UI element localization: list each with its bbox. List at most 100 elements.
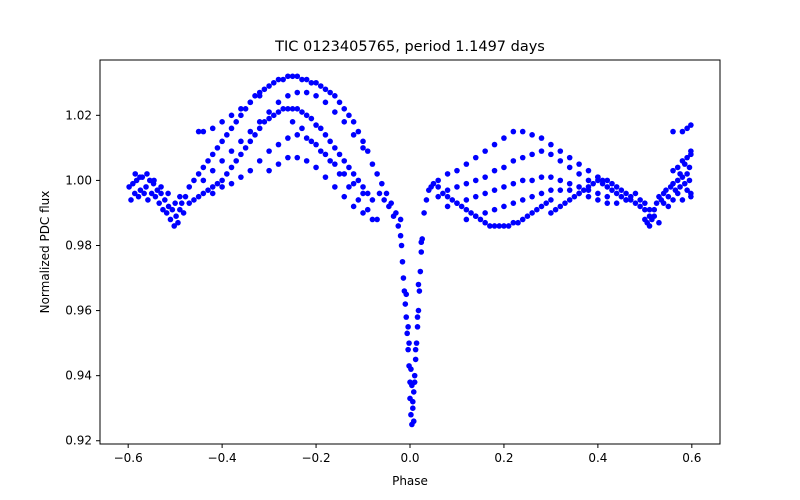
data-point: [585, 167, 592, 174]
data-point: [303, 76, 310, 83]
data-point: [158, 184, 164, 190]
data-point: [444, 203, 451, 210]
data-point: [576, 161, 582, 167]
data-point: [491, 206, 498, 213]
data-point: [501, 203, 507, 210]
data-point: [399, 258, 406, 265]
y-tick-label: 1.02: [65, 108, 92, 122]
data-point: [595, 197, 601, 203]
data-point: [132, 171, 139, 177]
data-point: [548, 187, 554, 193]
data-point: [403, 314, 410, 320]
data-point: [242, 106, 249, 112]
data-point: [256, 158, 263, 164]
data-point: [571, 193, 578, 200]
data-point: [364, 190, 371, 197]
data-point: [404, 330, 410, 337]
data-point: [435, 177, 441, 184]
data-point: [482, 210, 488, 216]
data-point: [355, 197, 362, 203]
data-point: [350, 132, 357, 138]
data-point: [414, 314, 421, 320]
data-point: [524, 213, 531, 220]
data-point: [491, 187, 498, 193]
data-point: [599, 180, 606, 187]
data-point: [289, 73, 296, 80]
data-point: [482, 219, 488, 226]
data-point: [477, 216, 484, 223]
data-point: [313, 164, 319, 171]
data-point: [209, 167, 216, 174]
data-point: [341, 119, 348, 125]
data-point: [238, 151, 244, 158]
y-tick-label: 0.98: [65, 238, 92, 252]
data-point: [418, 249, 425, 255]
x-tick-label: −0.6: [114, 451, 143, 465]
data-point: [463, 216, 470, 223]
data-point: [317, 83, 324, 89]
data-point: [137, 187, 144, 193]
data-point: [548, 141, 554, 148]
data-point: [651, 206, 658, 213]
data-point: [205, 158, 211, 164]
x-tick-label: −0.4: [208, 451, 237, 465]
data-point: [566, 197, 573, 203]
data-point: [411, 372, 418, 379]
data-point: [332, 109, 338, 115]
data-point: [228, 180, 235, 187]
data-point: [266, 148, 272, 154]
data-point: [285, 92, 291, 99]
data-point: [491, 223, 498, 229]
data-point: [313, 92, 319, 99]
data-point: [519, 154, 526, 161]
data-point: [228, 125, 235, 132]
data-point: [299, 109, 305, 115]
data-point: [646, 223, 653, 229]
data-point: [417, 268, 424, 275]
data-point: [665, 193, 672, 200]
data-point: [355, 177, 362, 184]
data-point: [383, 190, 390, 197]
data-point: [412, 356, 419, 363]
data-point: [674, 177, 681, 184]
data-point: [463, 197, 470, 203]
data-point: [609, 180, 615, 187]
data-point: [670, 167, 676, 174]
data-point: [529, 177, 535, 184]
data-point: [191, 197, 197, 203]
data-point: [195, 171, 202, 177]
data-point: [510, 158, 517, 164]
data-point: [228, 112, 235, 119]
data-point: [632, 200, 639, 206]
data-point: [233, 158, 240, 164]
data-point: [430, 180, 437, 187]
data-point: [145, 197, 151, 203]
data-point: [233, 119, 240, 125]
data-point: [604, 200, 611, 206]
data-point: [270, 79, 277, 86]
data-point: [219, 138, 225, 145]
data-point: [341, 171, 348, 177]
data-point: [156, 200, 162, 206]
data-point: [501, 135, 507, 141]
data-point: [463, 206, 470, 213]
data-point: [144, 171, 150, 177]
data-point: [322, 99, 329, 106]
data-point: [360, 190, 366, 197]
data-point: [421, 210, 427, 216]
data-point: [360, 145, 366, 151]
data-point: [303, 89, 310, 96]
data-point: [496, 223, 503, 229]
data-point: [435, 184, 441, 190]
data-point: [209, 190, 216, 197]
data-point: [219, 158, 225, 164]
data-point: [585, 193, 592, 200]
data-point: [285, 135, 291, 141]
data-point: [303, 158, 310, 164]
data-point: [660, 200, 667, 206]
data-point: [308, 79, 315, 86]
data-point: [604, 184, 611, 190]
data-point: [346, 112, 352, 119]
data-point: [519, 197, 526, 203]
data-point: [200, 164, 207, 171]
